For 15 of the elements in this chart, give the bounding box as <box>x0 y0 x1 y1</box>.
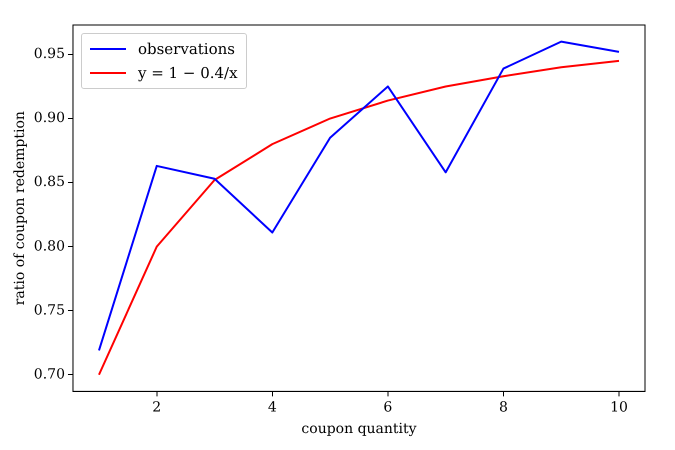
x-tick-label: 2 <box>152 399 162 416</box>
y-tick-label: 0.85 <box>34 174 65 190</box>
x-tick-label: 8 <box>498 399 508 416</box>
y-tick-label: 0.70 <box>34 366 65 382</box>
x-tick-label: 6 <box>383 399 392 416</box>
legend-label: y = 1 − 0.4/x <box>138 64 238 82</box>
y-tick-label: 0.75 <box>34 302 65 318</box>
x-tick-label: 4 <box>268 399 277 416</box>
y-tick-label: 0.90 <box>34 110 65 126</box>
legend-label: observations <box>138 40 235 58</box>
y-axis-title: ratio of coupon redemption <box>12 111 28 306</box>
y-tick-label: 0.95 <box>34 46 65 62</box>
x-axis-title: coupon quantity <box>301 421 417 438</box>
y-tick-label: 0.80 <box>34 238 65 254</box>
x-tick-label: 10 <box>610 399 628 416</box>
